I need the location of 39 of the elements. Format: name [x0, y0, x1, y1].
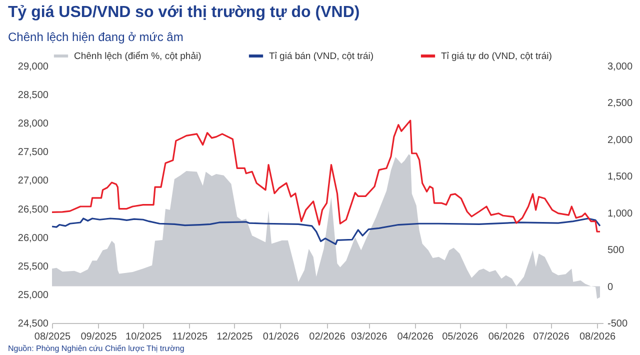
y-tick-label: 24,500 — [18, 318, 49, 330]
y-tick-label: 27,500 — [18, 147, 49, 158]
x-tick-label: 08/2025 — [34, 332, 72, 342]
x-tick-label: 10/2025 — [126, 332, 162, 342]
line-series — [52, 120, 601, 232]
y2-tick-label: 1,500 — [608, 172, 633, 183]
x-tick-label: 12/2025 — [216, 332, 254, 342]
y-tick-label: 28,500 — [18, 90, 49, 102]
x-tick-label: 08/2026 — [579, 332, 616, 342]
legend-label: Tỉ giá tự do (VND, cột trái) — [441, 51, 552, 62]
x-tick-label: 01/2026 — [262, 332, 300, 342]
line-series — [52, 218, 601, 245]
y2-tick-label: 2,000 — [608, 134, 633, 146]
text: Nguồn: Phòng Nghiên cứu Chiến lược Thị trường — [8, 344, 184, 353]
y-tick-label: 27,000 — [18, 176, 49, 187]
y-tick-label: 26,500 — [18, 204, 49, 216]
x-tick-label: 09/2025 — [80, 332, 118, 342]
y2-tick-label: 2,500 — [608, 98, 633, 110]
y2-tick-label: 500 — [608, 245, 625, 256]
x-tick-label: 06/2026 — [488, 332, 525, 342]
y-tick-label: 25,500 — [18, 261, 49, 272]
chart-subtitle: Chênh lệch hiện đang ở mức âm — [8, 30, 184, 44]
y-tick-label: 25,000 — [18, 290, 49, 301]
x-tick-label: 02/2026 — [309, 332, 346, 342]
y-tick-label: 29,000 — [18, 62, 49, 72]
y2-tick-label: 1,000 — [608, 208, 633, 220]
y2-tick-label: 0 — [608, 282, 614, 293]
y-tick-label: 28,000 — [18, 118, 49, 130]
x-tick-label: 05/2026 — [442, 332, 479, 342]
x-tick-label: 04/2026 — [397, 332, 434, 342]
y2-tick-label: -500 — [608, 318, 628, 330]
y2-tick-label: 3,000 — [608, 62, 633, 72]
legend-label: Tỉ giá bán (VND, cột trái) — [269, 51, 374, 62]
x-tick-label: 07/2026 — [533, 332, 570, 342]
x-tick-label: 11/2025 — [172, 332, 208, 342]
chart-title: Tỷ giá USD/VND so với thị trường tự do (VND) — [8, 4, 360, 22]
x-tick-label: 03/2026 — [350, 332, 388, 342]
y-tick-label: 26,000 — [18, 232, 49, 244]
legend-label: Chênh lệch (điểm %, cột phải) — [74, 51, 202, 62]
